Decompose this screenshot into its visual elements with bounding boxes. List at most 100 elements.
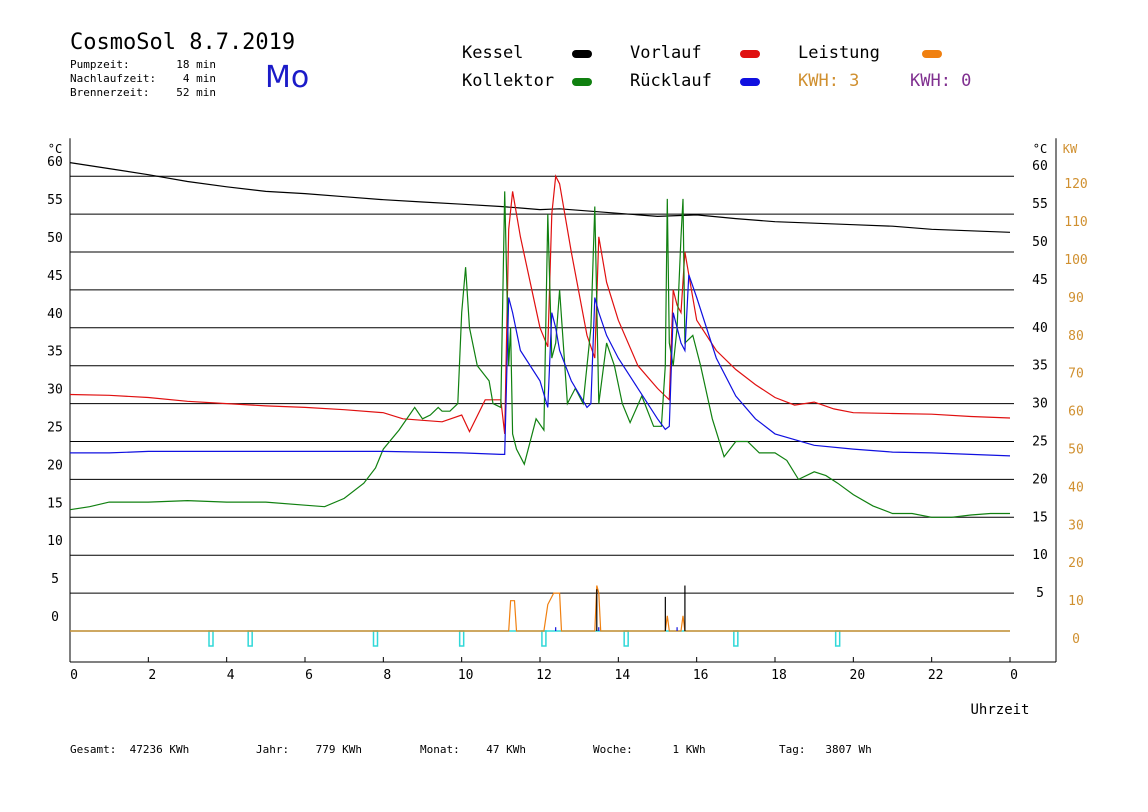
x-tick-label: 0 [1010, 668, 1018, 683]
legend-kwh-2: KWH: 0 [910, 71, 972, 91]
series-line-rcklauf [70, 274, 1011, 457]
y-right-power-tick-label: 90 [1068, 291, 1084, 306]
y-right-temp-tick-label: 60 [1032, 159, 1048, 174]
legend-vorlauf-label: Vorlauf [630, 43, 702, 63]
y-left-tick-label: 0 [51, 610, 59, 625]
x-tick-label: 20 [850, 668, 866, 683]
y-left-tick-label: 15 [47, 496, 63, 511]
footer-label: Tag: [779, 743, 806, 756]
stat-nachlaufzeit: Nachlaufzeit: 4 min [70, 72, 216, 85]
y-right-power-tick-label: 50 [1068, 443, 1084, 458]
stat-label: Brennerzeit: [70, 86, 150, 99]
stat-value: 18 min [176, 58, 216, 71]
y-right-temp-tick-label: 5 [1036, 586, 1044, 601]
footer-value: 779 KWh [315, 743, 362, 756]
y-right-temp-tick-label: 45 [1032, 273, 1048, 288]
stat-label: Nachlaufzeit: [70, 72, 157, 85]
legend-kessel-swatch [572, 50, 592, 58]
y-right-temp-tick-label: 55 [1032, 197, 1048, 212]
y-right-power-tick-label: 120 [1064, 177, 1087, 192]
x-tick-label: 6 [305, 668, 313, 683]
legend-leistung-swatch [922, 50, 942, 58]
y-right-temp-tick-label: 50 [1032, 235, 1048, 250]
x-tick-label: 4 [227, 668, 235, 683]
pump-marker [247, 630, 253, 647]
footer-value: 1 KWh [672, 743, 706, 756]
pump-marker [208, 630, 214, 647]
y-right-power-tick-label: 40 [1068, 480, 1084, 495]
y-right-temp-tick-label: 15 [1032, 510, 1048, 525]
x-axis-title: Uhrzeit [970, 702, 1029, 718]
y-left-tick-label: 50 [47, 231, 63, 246]
x-tick-label: 8 [383, 668, 391, 683]
legend-kwh-1: KWH: 3 [798, 71, 860, 91]
x-tick-label: 12 [536, 668, 552, 683]
y-right-power-unit: KW [1063, 142, 1078, 156]
y-right-power-tick-label: 0 [1072, 632, 1080, 647]
y-right-temp-tick-label: 30 [1032, 397, 1048, 412]
stat-pumpzeit: Pumpzeit: 18 min [70, 58, 216, 71]
y-left-tick-label: 35 [47, 345, 63, 360]
x-tick-label: 10 [458, 668, 474, 683]
y-right-temp-tick-label: 40 [1032, 321, 1048, 336]
pump-marker [733, 630, 739, 647]
y-left-tick-label: 5 [51, 572, 59, 587]
y-right-power-tick-label: 70 [1068, 367, 1084, 382]
y-right-power-tick-label: 10 [1068, 594, 1084, 609]
pump-marker [458, 630, 465, 647]
footer-value: 47236 KWh [129, 743, 190, 756]
y-right-temp-tick-label: 35 [1032, 359, 1048, 374]
pump-marker [541, 630, 547, 647]
footer-label: Gesamt: [70, 743, 117, 756]
y-right-power-tick-label: 20 [1068, 556, 1084, 571]
stat-label: Pumpzeit: [70, 58, 130, 71]
y-left-tick-label: 10 [47, 534, 63, 549]
footer-woche: Woche: 1 KWh [593, 743, 706, 756]
x-tick-label: 14 [615, 668, 631, 683]
legend-kollektor-swatch [572, 78, 592, 86]
legend-kollektor-label: Kollektor [462, 71, 555, 91]
y-left-tick-label: 55 [47, 193, 63, 208]
stat-value: 52 min [176, 86, 216, 99]
y-right-power-tick-label: 110 [1064, 215, 1087, 230]
y-left-tick-label: 45 [47, 269, 63, 284]
footer-value: 47 KWh [486, 743, 526, 756]
footer-label: Woche: [593, 743, 633, 756]
y-left-tick-label: 60 [47, 155, 63, 170]
footer-value: 3807 Wh [825, 743, 872, 756]
weekday-label: Mo [265, 60, 310, 95]
x-tick-label: 16 [693, 668, 709, 683]
x-tick-label: 0 [70, 668, 78, 683]
y-right-power-tick-label: 30 [1068, 518, 1084, 533]
x-tick-label: 22 [928, 668, 944, 683]
footer-tag: Tag: 3807 Wh [779, 743, 872, 756]
y-right-power-tick-label: 60 [1068, 405, 1084, 420]
pump-marker [834, 630, 841, 647]
y-left-tick-label: 40 [47, 307, 63, 322]
series-line-leistung [70, 585, 1010, 632]
series-line-kessel [69, 162, 1011, 233]
series-line-kollektor [69, 191, 1010, 518]
y-right-temp-tick-label: 20 [1032, 472, 1048, 487]
y-right-temp-tick-label: 10 [1032, 548, 1048, 563]
legend-kessel-label: Kessel [462, 43, 524, 63]
y-left-unit: °C [48, 142, 62, 156]
y-left-tick-label: 20 [47, 458, 63, 473]
y-left-tick-label: 30 [47, 383, 63, 398]
footer-monat: Monat: 47 KWh [420, 743, 526, 756]
legend-ruecklauf-swatch [740, 78, 760, 86]
footer-jahr: Jahr: 779 KWh [256, 743, 362, 756]
series-line-vorlauf [69, 174, 1011, 434]
y-right-temp-unit: °C [1033, 142, 1047, 156]
footer-label: Jahr: [256, 743, 290, 756]
legend-vorlauf-swatch [740, 50, 760, 58]
y-right-power-tick-label: 80 [1068, 329, 1084, 344]
pump-marker [623, 630, 629, 647]
x-tick-label: 2 [148, 668, 156, 683]
chart-title: CosmoSol 8.7.2019 [70, 30, 296, 55]
y-right-temp-tick-label: 25 [1032, 435, 1048, 450]
x-tick-label: 18 [771, 668, 787, 683]
stat-value: 4 min [182, 72, 216, 85]
pump-marker [372, 630, 379, 647]
